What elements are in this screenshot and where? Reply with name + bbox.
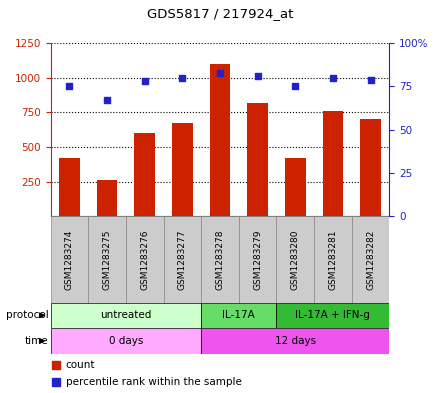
Text: 0 days: 0 days bbox=[109, 336, 143, 346]
Text: IL-17A: IL-17A bbox=[223, 310, 255, 320]
Text: GSM1283276: GSM1283276 bbox=[140, 229, 149, 290]
Bar bbox=[201, 303, 276, 328]
Text: GSM1283275: GSM1283275 bbox=[103, 229, 112, 290]
Text: time: time bbox=[25, 336, 48, 346]
Bar bbox=[51, 216, 88, 303]
Bar bbox=[352, 216, 389, 303]
Bar bbox=[88, 216, 126, 303]
Bar bbox=[59, 158, 80, 216]
Point bbox=[367, 76, 374, 83]
Bar bbox=[201, 328, 389, 354]
Point bbox=[292, 83, 299, 90]
Text: 12 days: 12 days bbox=[275, 336, 316, 346]
Bar bbox=[276, 303, 389, 328]
Bar bbox=[285, 158, 306, 216]
Bar bbox=[201, 216, 239, 303]
Text: count: count bbox=[66, 360, 95, 369]
Text: GSM1283277: GSM1283277 bbox=[178, 229, 187, 290]
Point bbox=[52, 379, 59, 385]
Point bbox=[254, 73, 261, 79]
Bar bbox=[323, 111, 343, 216]
Point bbox=[103, 97, 110, 103]
Text: percentile rank within the sample: percentile rank within the sample bbox=[66, 377, 242, 387]
Point bbox=[216, 70, 224, 76]
Point bbox=[179, 75, 186, 81]
Point bbox=[66, 83, 73, 90]
Text: GSM1283281: GSM1283281 bbox=[328, 229, 337, 290]
Point bbox=[52, 362, 59, 368]
Bar bbox=[239, 216, 276, 303]
Bar bbox=[172, 123, 193, 216]
Text: GDS5817 / 217924_at: GDS5817 / 217924_at bbox=[147, 7, 293, 20]
Bar bbox=[51, 328, 201, 354]
Point bbox=[141, 78, 148, 84]
Bar bbox=[247, 103, 268, 216]
Text: GSM1283282: GSM1283282 bbox=[366, 229, 375, 290]
Bar bbox=[134, 133, 155, 216]
Text: GSM1283279: GSM1283279 bbox=[253, 229, 262, 290]
Bar bbox=[209, 64, 231, 216]
Text: GSM1283280: GSM1283280 bbox=[291, 229, 300, 290]
Bar bbox=[51, 303, 201, 328]
Bar bbox=[126, 216, 164, 303]
Text: IL-17A + IFN-g: IL-17A + IFN-g bbox=[296, 310, 370, 320]
Bar bbox=[97, 180, 117, 216]
Bar bbox=[164, 216, 201, 303]
Bar bbox=[276, 216, 314, 303]
Bar bbox=[360, 119, 381, 216]
Text: protocol: protocol bbox=[6, 310, 48, 320]
Bar bbox=[314, 216, 352, 303]
Text: GSM1283274: GSM1283274 bbox=[65, 229, 74, 290]
Text: untreated: untreated bbox=[100, 310, 151, 320]
Point bbox=[330, 75, 337, 81]
Text: GSM1283278: GSM1283278 bbox=[216, 229, 224, 290]
